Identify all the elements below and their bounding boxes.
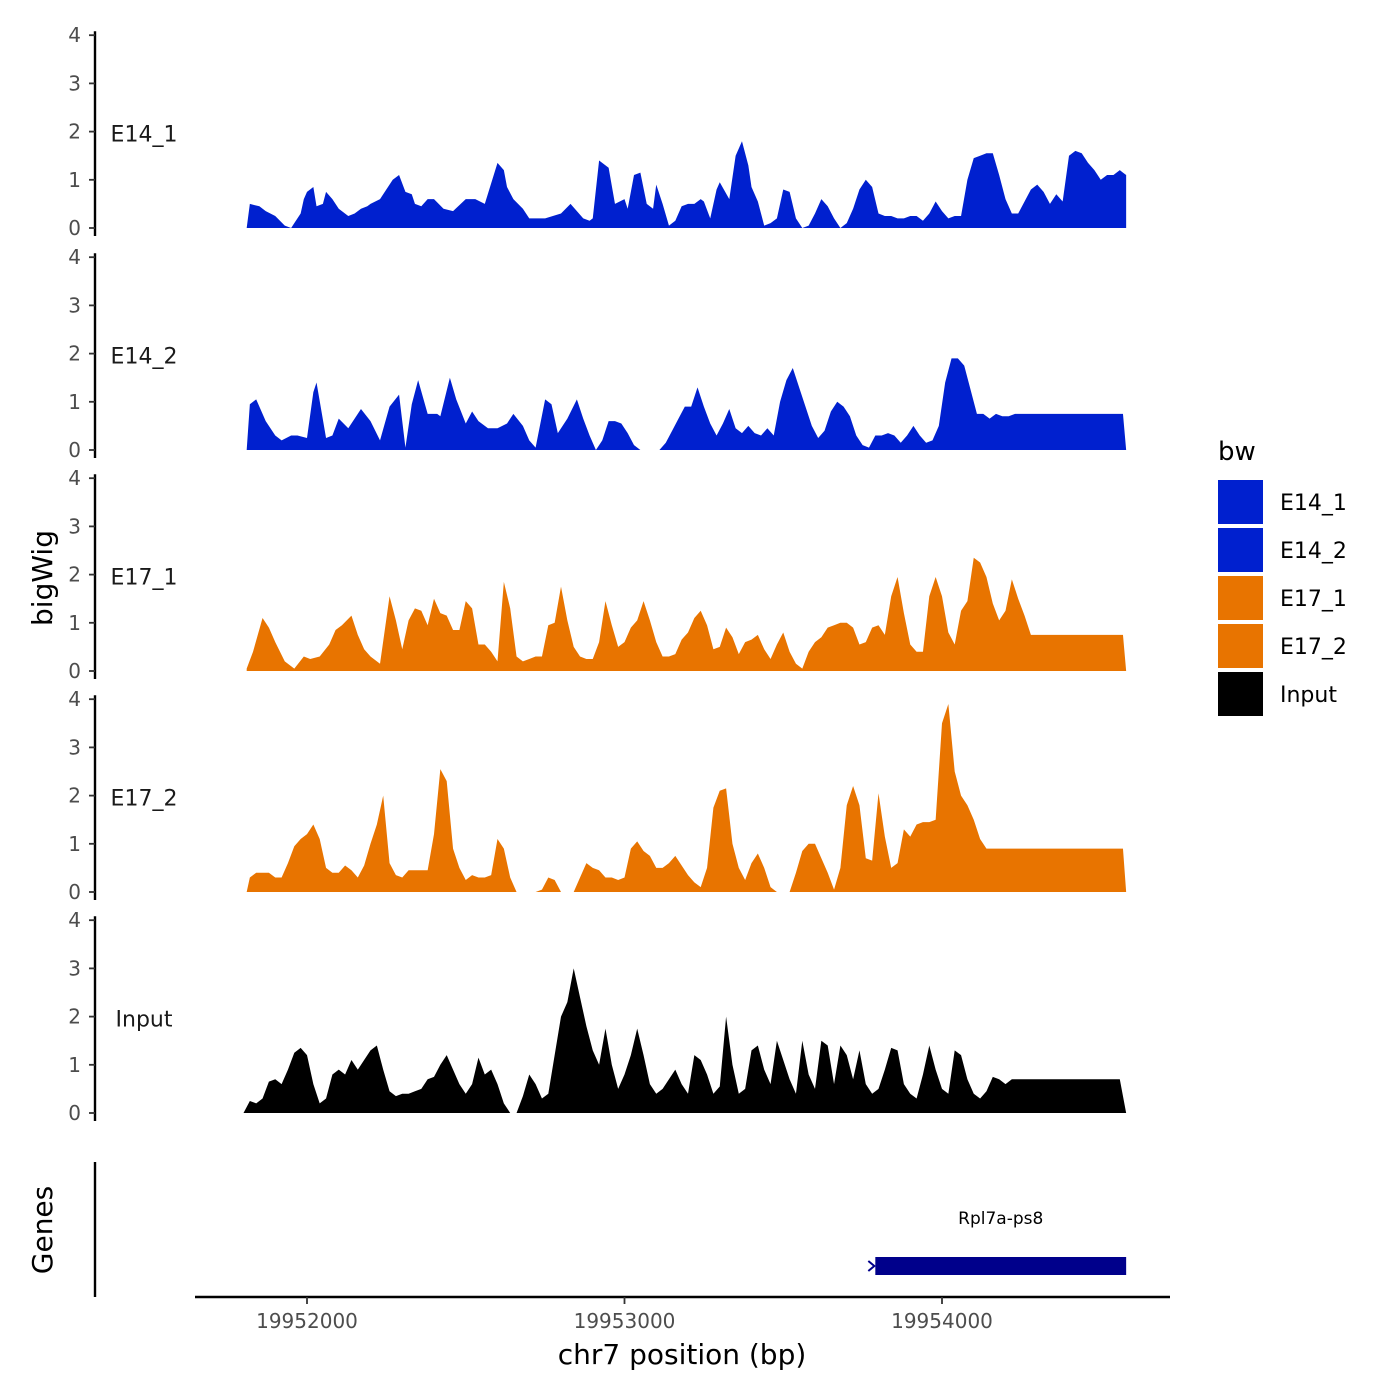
track-label: E14_1 <box>111 123 178 148</box>
y-tick-label: 4 <box>68 908 81 932</box>
coverage-area-Input <box>243 968 1127 1113</box>
y-tick-label: 2 <box>68 784 81 808</box>
y-tick-label: 3 <box>68 514 81 538</box>
y-tick-label: 0 <box>68 1101 81 1125</box>
y-tick-label: 3 <box>68 956 81 980</box>
y-tick-label: 1 <box>68 832 81 856</box>
track-E17_2: 0 1 2 3 4 E17_2 <box>68 687 1127 904</box>
legend-swatch <box>1218 624 1263 668</box>
y-tick-label: 3 <box>68 735 81 759</box>
legend-entry-E14_2: E14_2 <box>1218 528 1347 572</box>
y-tick-label: 2 <box>68 120 81 144</box>
track-label: E17_2 <box>111 787 178 812</box>
legend-entry-E17_2: E17_2 <box>1218 624 1347 668</box>
legend-entry-E14_1: E14_1 <box>1218 480 1347 524</box>
gene-track-title: Genes <box>26 1186 59 1274</box>
y-tick-label: 4 <box>68 466 81 490</box>
y-tick-label: 4 <box>68 245 81 269</box>
track-E17_1: 0 1 2 3 4 E17_1 <box>68 466 1127 683</box>
gene-label: Rpl7a-ps8 <box>958 1209 1043 1229</box>
y-tick-label: 3 <box>68 71 81 95</box>
coverage-tracks: 0 1 2 3 4 E14_1 0 1 2 3 4 E14_2 0 1 2 3 4 E17_1 0 1 2 3 4 E17_2… <box>68 23 1127 1125</box>
gene-Rpl7a-ps8: Rpl7a-ps8 <box>867 1209 1127 1275</box>
y-tick-label: 1 <box>68 611 81 635</box>
legend-title: bw <box>1218 437 1256 467</box>
legend-entry-E17_1: E17_1 <box>1218 576 1347 620</box>
legend: bw E14_1 E14_2 E17_1 E17_2 Input <box>1218 437 1347 716</box>
y-tick-label: 0 <box>68 216 81 240</box>
legend-label: E14_1 <box>1280 491 1347 516</box>
coverage-area-E17_1 <box>246 557 1127 671</box>
gene-body <box>875 1257 1127 1275</box>
y-tick-label: 1 <box>68 1053 81 1077</box>
strand-arrow <box>867 1260 876 1272</box>
x-axis-title: chr7 position (bp) <box>558 1338 807 1371</box>
coverage-area-E14_1 <box>246 141 1127 228</box>
x-tick-label: 19953000 <box>574 1309 676 1333</box>
track-E14_1: 0 1 2 3 4 E14_1 <box>68 23 1127 240</box>
legend-label: E14_2 <box>1280 539 1347 564</box>
x-tick-label: 19952000 <box>256 1309 358 1333</box>
y-tick-label: 0 <box>68 880 81 904</box>
legend-swatch <box>1218 576 1263 620</box>
x-axis: 19952000 19953000 19954000 <box>195 1295 1170 1333</box>
legend-swatch <box>1218 672 1263 716</box>
y-tick-label: 1 <box>68 168 81 192</box>
track-label: E14_2 <box>111 345 178 370</box>
track-Input: 0 1 2 3 4 Input <box>68 908 1127 1125</box>
y-tick-label: 3 <box>68 293 81 317</box>
track-label: Input <box>116 1008 173 1033</box>
y-axis-title: bigWig <box>26 530 59 626</box>
legend-label: E17_2 <box>1280 635 1347 660</box>
y-tick-label: 2 <box>68 1005 81 1029</box>
y-tick-label: 2 <box>68 342 81 366</box>
legend-swatch <box>1218 480 1263 524</box>
y-tick-label: 2 <box>68 563 81 587</box>
x-tick-label: 19954000 <box>891 1309 993 1333</box>
legend-entry-Input: Input <box>1218 672 1337 716</box>
legend-label: E17_1 <box>1280 587 1347 612</box>
y-tick-label: 0 <box>68 659 81 683</box>
legend-swatch <box>1218 528 1263 572</box>
y-tick-label: 4 <box>68 23 81 47</box>
coverage-area-E17_2 <box>246 704 1127 892</box>
y-tick-label: 0 <box>68 438 81 462</box>
track-label: E17_1 <box>111 566 178 591</box>
track-E14_2: 0 1 2 3 4 E14_2 <box>68 245 1127 462</box>
gene-track: Rpl7a-ps8 <box>93 1162 1127 1297</box>
legend-label: Input <box>1280 683 1337 708</box>
y-tick-label: 4 <box>68 687 81 711</box>
y-tick-label: 1 <box>68 390 81 414</box>
coverage-area-E14_2 <box>246 358 1127 450</box>
